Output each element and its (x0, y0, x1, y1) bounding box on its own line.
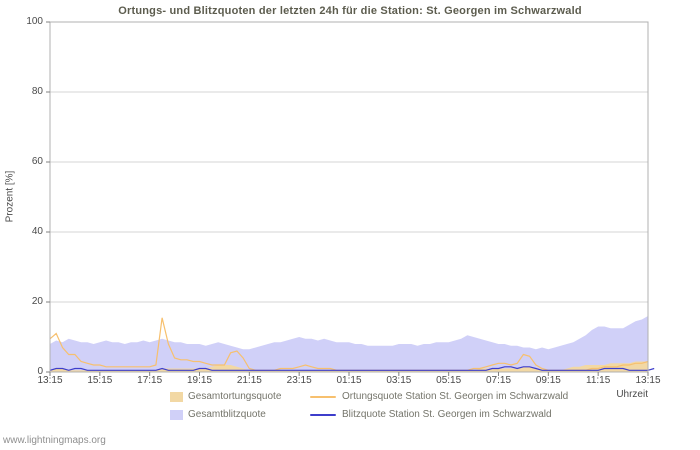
legend-label: Gesamtortungsquote (188, 391, 282, 402)
y-tick-label: 100 (26, 16, 43, 27)
y-tick-label: 0 (37, 366, 43, 377)
x-tick-label: 13:15 (37, 375, 63, 386)
x-tick-label: 05:15 (436, 375, 462, 386)
chart-title: Ortungs- und Blitzquoten der letzten 24h… (118, 5, 582, 17)
plot-border (49, 21, 649, 373)
series-area (50, 361, 648, 372)
legend-item: Blitzquote Station St. Georgen im Schwar… (310, 409, 568, 420)
legend-label: Ortungsquote Station St. Georgen im Schw… (342, 391, 569, 402)
y-tick-label: 20 (31, 296, 43, 307)
legend-area-swatch (170, 391, 183, 402)
legend-item: Ortungsquote Station St. Georgen im Schw… (310, 391, 568, 402)
x-tick-label: 11:15 (586, 375, 611, 386)
series-area (50, 316, 648, 372)
x-tick-label: 09:15 (535, 375, 561, 386)
x-tick-label: 15:15 (87, 375, 113, 386)
x-tick-label: 21:15 (236, 375, 262, 386)
legend-line-swatch (310, 395, 336, 398)
legend-label: Gesamtblitzquote (188, 409, 266, 420)
legend-line-swatch (310, 413, 336, 416)
legend-label: Blitzquote Station St. Georgen im Schwar… (342, 409, 552, 420)
y-tick-label: 60 (31, 156, 43, 167)
x-axis-labels: 13:15 15:15 17:15 19:15 21:15 23:15 01:15 03:15… (0, 375, 700, 389)
legend-item: Gesamtortungsquote (170, 391, 310, 402)
watermark-text: www.lightningmaps.org (3, 435, 106, 446)
x-tick-label: 03:15 (386, 375, 412, 386)
x-axis-title: Uhrzeit (616, 389, 648, 400)
x-tick-label: 01:15 (336, 375, 362, 386)
y-tick-label: 40 (31, 226, 43, 237)
y-tick-label: 80 (31, 86, 43, 97)
chart-legend: Gesamtortungsquote Ortungsquote Station S… (170, 391, 568, 420)
x-tick-label: 23:15 (286, 375, 312, 386)
x-tick-label: 13:15 (635, 375, 661, 386)
x-tick-label: 19:15 (186, 375, 213, 386)
series-line (49, 366, 655, 371)
legend-area-swatch (170, 409, 183, 420)
x-tick-label: 17:15 (137, 375, 163, 386)
y-axis-labels: 0 20 40 60 80 100 (0, 0, 45, 450)
x-tick-label: 07:15 (485, 375, 512, 386)
legend-item: Gesamtblitzquote (170, 409, 310, 420)
